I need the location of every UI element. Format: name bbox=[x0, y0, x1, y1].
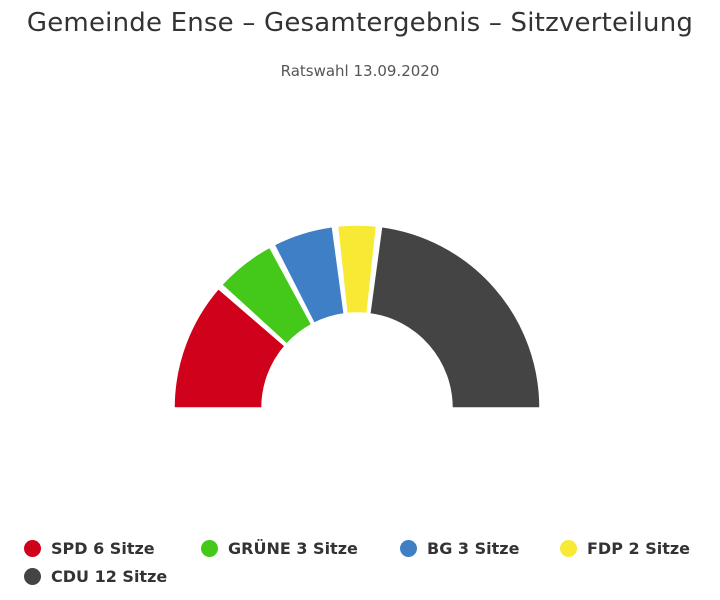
legend-row: CDU 12 Sitze bbox=[24, 562, 714, 590]
chart-title: Gemeinde Ense – Gesamtergebnis – Sitzver… bbox=[26, 8, 694, 38]
legend-row: SPD 6 Sitze GRÜNE 3 Sitze BG 3 Sitze FDP… bbox=[24, 534, 714, 562]
chart-subtitle: Ratswahl 13.09.2020 bbox=[280, 62, 440, 80]
legend-marker-bg bbox=[400, 539, 417, 557]
seat-segment-fdp[interactable] bbox=[336, 224, 378, 315]
chart-legend: SPD 6 Sitze GRÜNE 3 Sitze BG 3 Sitze FDP… bbox=[24, 534, 714, 590]
seat-segment-spd[interactable] bbox=[173, 287, 287, 409]
legend-label-cdu: CDU 12 Sitze bbox=[51, 566, 168, 586]
legend-item-cdu[interactable]: CDU 12 Sitze bbox=[24, 567, 167, 586]
legend-label-spd: SPD 6 Sitze bbox=[51, 538, 155, 558]
legend-label-bg: BG 3 Sitze bbox=[427, 538, 520, 558]
legend-marker-cdu bbox=[24, 567, 41, 585]
legend-label-fdp: FDP 2 Sitze bbox=[587, 538, 691, 558]
legend-label-gruene: GRÜNE 3 Sitze bbox=[228, 538, 358, 558]
seat-segment-bg[interactable] bbox=[273, 225, 346, 325]
legend-item-spd[interactable]: SPD 6 Sitze bbox=[24, 539, 201, 558]
seat-segment-cdu[interactable] bbox=[368, 225, 541, 409]
legend-marker-fdp bbox=[560, 539, 577, 557]
legend-item-gruene[interactable]: GRÜNE 3 Sitze bbox=[201, 539, 400, 558]
legend-marker-spd bbox=[24, 539, 41, 557]
legend-marker-gruene bbox=[201, 539, 218, 557]
legend-item-fdp[interactable]: FDP 2 Sitze bbox=[560, 539, 690, 558]
seat-segment-grne[interactable] bbox=[220, 246, 313, 346]
legend-item-bg[interactable]: BG 3 Sitze bbox=[400, 539, 560, 558]
